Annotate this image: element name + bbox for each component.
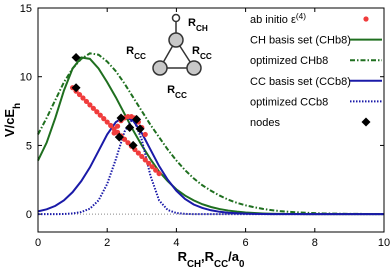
data-point	[108, 122, 114, 129]
inset-label-part: CC	[134, 52, 146, 61]
data-point	[104, 119, 110, 125]
x-axis-label-part: CH	[187, 259, 201, 269]
data-point	[149, 164, 155, 170]
data-point	[111, 126, 117, 132]
node-marker	[71, 83, 81, 93]
node-marker	[116, 113, 126, 123]
data-point	[125, 140, 131, 146]
data-point	[121, 136, 128, 142]
inset-label-part: R	[126, 45, 134, 57]
x-axis-label: RCH,RCC/a0	[178, 249, 245, 269]
x-tick-label: 10	[378, 237, 390, 249]
data-point	[153, 167, 159, 173]
data-point	[87, 102, 93, 108]
inset-label-part: CC	[175, 91, 187, 100]
y-tick-label: 0	[26, 209, 32, 221]
x-axis-label-part: R	[178, 249, 188, 264]
plot-frame	[37, 7, 385, 233]
inset-label: RCC	[167, 84, 187, 100]
x-tick-label: 8	[312, 237, 318, 249]
legend-label-part: (4)	[296, 12, 306, 21]
curve	[38, 115, 384, 216]
x-axis-label-part: 0	[239, 259, 245, 269]
y-axis-label: V/cEh	[2, 103, 23, 137]
inset-label: RCH	[188, 17, 208, 33]
legend-label: optimized CHb8	[250, 55, 328, 67]
node-marker	[125, 123, 135, 133]
legend-label-part: ab initio ε	[250, 14, 296, 26]
x-tick-label: 6	[243, 237, 249, 249]
inset-label: RCC	[126, 45, 146, 61]
inset-label-part: R	[192, 45, 200, 57]
data-point	[156, 170, 162, 177]
atom-c	[186, 60, 202, 76]
node-marker	[132, 114, 142, 124]
legend-swatch	[363, 16, 369, 22]
data-point	[101, 116, 107, 122]
y-tick-label: 10	[20, 72, 32, 84]
data-point	[111, 130, 117, 136]
node-marker	[135, 124, 145, 134]
legend-label: CC basis set (CCb8)	[250, 76, 351, 88]
x-axis-label-part: /a	[228, 249, 240, 264]
data-point	[146, 160, 152, 166]
y-tick-label: 15	[20, 3, 32, 15]
node-marker	[71, 52, 81, 62]
data-point	[139, 153, 145, 160]
y-axis-label-part: V/cE	[2, 109, 17, 138]
legend-label: CH basis set (CHb8)	[250, 35, 351, 47]
node-marker	[114, 132, 124, 142]
y-axis-label-part: h	[12, 103, 23, 109]
legend-swatch	[361, 117, 371, 127]
x-tick-label: 4	[173, 237, 179, 249]
curve	[37, 115, 384, 216]
inset-label-part: CC	[200, 52, 212, 61]
legend-label: nodes	[250, 117, 280, 129]
inset-label-part: R	[167, 84, 175, 96]
data-point	[142, 157, 148, 163]
inset-molecule	[152, 13, 202, 76]
atom-h	[171, 13, 181, 23]
x-axis-label-part: CC	[214, 259, 228, 269]
atom-c	[168, 32, 184, 48]
x-tick-label: 0	[35, 237, 41, 249]
inset-label-part: R	[188, 17, 196, 29]
data-point	[76, 91, 83, 98]
data-point	[83, 98, 90, 105]
data-point	[135, 150, 141, 156]
legend-label: ab initio ε(4)	[250, 12, 306, 27]
data-point	[80, 95, 86, 101]
data-point	[94, 109, 100, 115]
data-point	[142, 131, 148, 138]
x-axis-label-part: ,R	[201, 249, 215, 264]
inset-label: RCC	[192, 45, 212, 61]
inset-label-part: CH	[196, 24, 208, 33]
x-tick-label: 2	[104, 237, 110, 249]
data-point	[114, 123, 121, 129]
node-marker	[128, 140, 138, 150]
data-point	[90, 105, 96, 111]
atom-c	[152, 60, 168, 76]
data-point	[97, 112, 103, 118]
legend-label: optimized CCb8	[250, 96, 328, 108]
y-tick-label: 5	[26, 140, 32, 152]
